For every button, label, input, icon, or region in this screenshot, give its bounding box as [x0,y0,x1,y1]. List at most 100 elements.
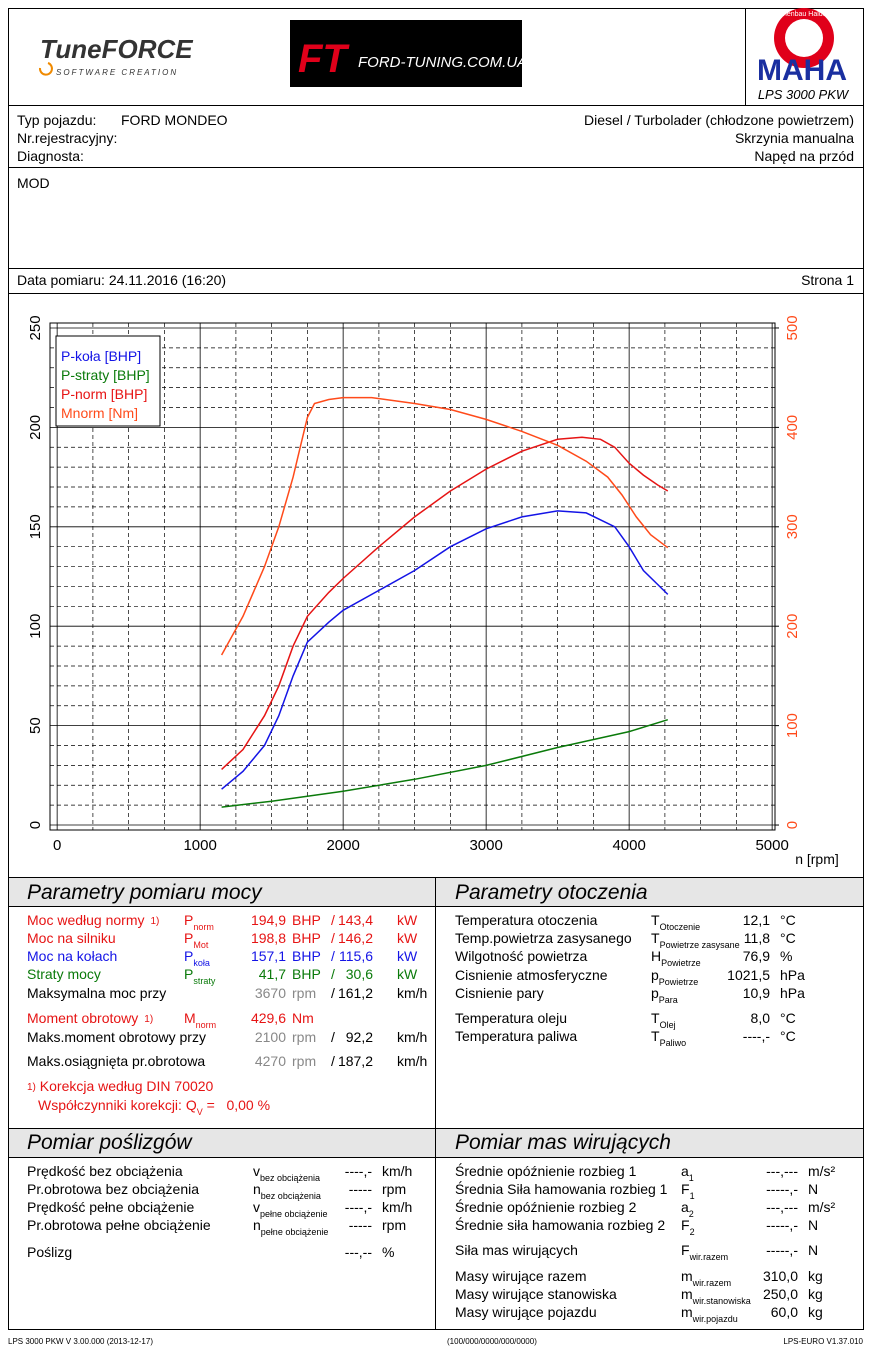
section-title: Parametry pomiaru mocy [27,881,262,904]
notes: MOD [17,175,50,191]
label: Cisnienie pary [455,985,544,1001]
label: Moc według normy [27,912,145,928]
value: 187,2 [337,1053,373,1069]
label: Nr.rejestracyjny: [17,130,118,146]
logo-subtext: SOFTWARE CREATION [56,68,178,77]
series-line [221,436,669,770]
unit: rpm [292,1029,317,1045]
symbol: npełne obciążenie [253,1217,328,1237]
row-label: Maksymalna moc przy [27,985,166,1001]
row-label: Temperatura oleju [455,1010,567,1026]
symbol-letter: P [184,948,194,964]
value: Napęd na przód [754,148,854,164]
value: ---,--- [766,1163,798,1179]
section-title: Parametry otoczenia [455,881,648,904]
logo-text: MAHA [757,54,847,87]
symbol-sub: wir.razem [689,1252,729,1262]
row-label: Prędkość pełne obciążenie [27,1199,194,1215]
separator: / [331,1029,335,1045]
symbol-letter: M [184,1010,196,1026]
unit: m/s² [808,1163,836,1179]
series-line [220,396,669,656]
footnote: 1) Korekcja według DIN 70020 [27,1078,213,1097]
value: ----- [348,1181,372,1197]
value: 194,9 [250,912,286,928]
symbol: vpełne obciążenie [253,1199,328,1219]
unit: rpm [382,1181,407,1197]
value: -----,- [766,1242,798,1258]
unit: km/h [397,1029,428,1045]
unit: °C [780,930,796,946]
value: 161,2 [337,985,373,1001]
coef-sub: V [196,1107,203,1117]
symbol-letter: T [651,1028,660,1044]
unit: kW [397,948,418,964]
value: 10,9 [742,985,770,1001]
symbol-sub: straty [193,976,216,986]
symbol: HPowietrze [651,948,701,968]
logo-mark: FT [298,37,350,81]
symbol-letter: P [184,966,194,982]
symbol-sub: 2 [689,1227,695,1237]
label: Moc na silniku [27,930,116,946]
unit: kg [808,1268,823,1284]
symbol-sub: wir.razem [692,1278,732,1288]
value: 41,7 [258,966,286,982]
section-title: Pomiar mas wirujących [455,1131,671,1154]
row-label: Temp.powietrza zasysanego [455,930,632,946]
unit: °C [780,1028,796,1044]
row-label: Moc według normy 1) [27,912,159,931]
value: ----- [348,1217,372,1233]
symbol-letter: v [253,1163,260,1179]
unit: BHP [292,930,321,946]
label: Maks.moment obrotowy przy [27,1029,206,1045]
symbol-letter: a [681,1199,689,1215]
unit: rpm [292,985,317,1001]
separator: / [331,1053,335,1069]
label: Masy wirujące stanowiska [455,1286,617,1302]
symbol: PMot [184,930,208,950]
legend-entry: P-straty [BHP] [61,367,150,383]
symbol-sub: 1 [689,1191,695,1201]
y-tick-label: 150 [27,514,44,539]
unit: N [808,1242,819,1258]
row-label: Pr.obrotowa bez obciążenia [27,1181,199,1197]
row-label: Wilgotność powietrza [455,948,587,964]
unit: kW [397,966,418,982]
value: 60,0 [770,1304,798,1320]
unit: kW [397,912,418,928]
value: 143,4 [337,912,373,928]
row-label: Temperatura paliwa [455,1028,577,1044]
footnote: Współczynniki korekcji: QV = 0,00 % [38,1097,270,1117]
symbol: a2 [681,1199,694,1219]
value: 146,2 [337,930,373,946]
row-label: Masy wirujące pojazdu [455,1304,597,1320]
row-label: Maks.moment obrotowy przy [27,1029,206,1045]
y-tick-label: 50 [27,717,44,734]
y2-tick-label: 300 [784,514,801,539]
coef-eq: = [206,1097,215,1113]
row-label: Masy wirujące razem [455,1268,586,1284]
value: ----,- [344,1199,372,1215]
symbol: Pstraty [184,966,216,986]
row-label: Poślizg [27,1244,72,1260]
label: Cisnienie atmosferyczne [455,967,608,983]
symbol-sub: Olej [659,1020,676,1030]
x-tick-label: 5000 [755,837,788,854]
footer: LPS-EURO V1.37.010 [783,1337,863,1346]
label: Straty mocy [27,966,101,982]
symbol-letter: P [184,912,194,928]
symbol-letter: a [681,1163,689,1179]
label: Prędkość pełne obciążenie [27,1199,195,1215]
unit: BHP [292,966,321,982]
symbol: TPaliwo [651,1028,686,1048]
label: Wilgotność powietrza [455,948,588,964]
symbol-sub: Powietrze zasysane [659,940,740,950]
row-label: Średnia Siła hamowania rozbieg 1 [455,1181,667,1197]
value: 1021,5 [727,967,770,983]
footer: (100/000/0000/000/0000) [447,1337,537,1346]
value: -----,- [766,1217,798,1233]
symbol-letter: H [651,948,662,964]
